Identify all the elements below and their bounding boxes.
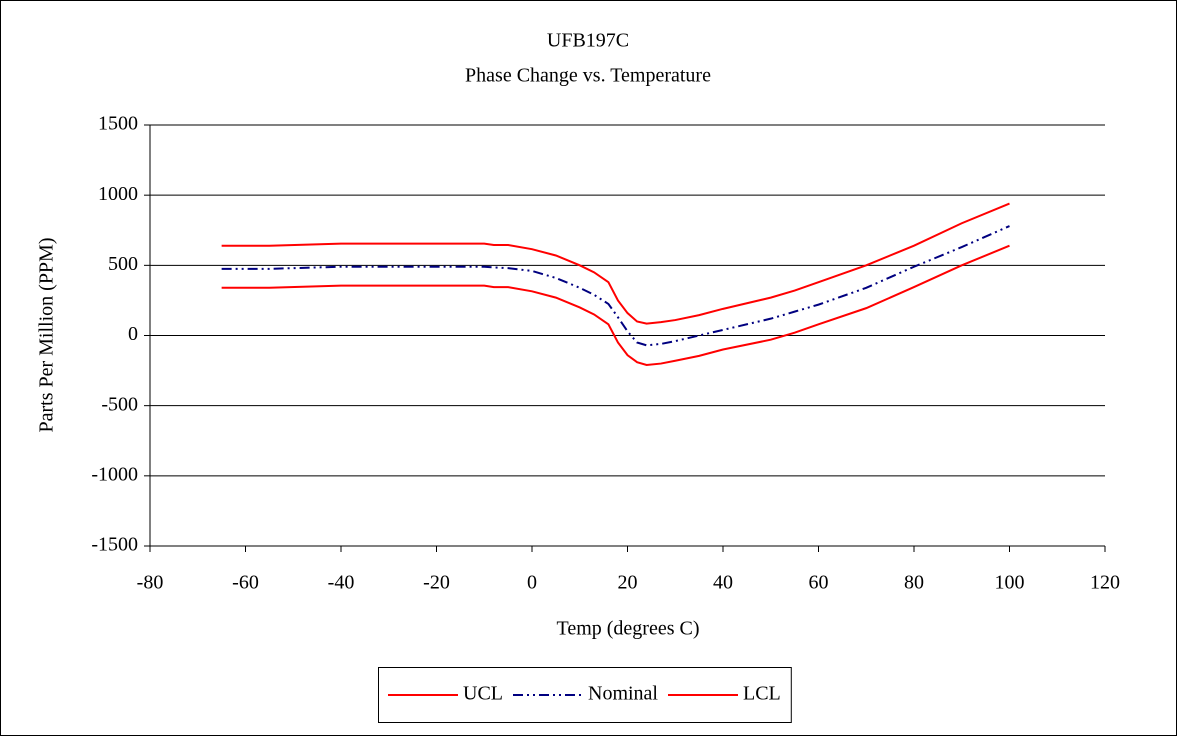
y-tick-label: 500: [108, 253, 138, 275]
chart-subtitle: Phase Change vs. Temperature: [465, 65, 711, 87]
series-line: [221, 244, 1010, 366]
y-axis-label: Parts Per Million (PPM): [36, 237, 58, 432]
series-line: [221, 202, 1010, 325]
x-tick-label: 100: [995, 572, 1025, 594]
legend-label: UCL: [463, 683, 503, 705]
series-line: [221, 225, 1010, 347]
y-tick-label: -1500: [91, 534, 138, 556]
x-tick-label: -20: [423, 572, 450, 594]
y-tick-label: -500: [101, 393, 138, 415]
chart-title: UFB197C: [547, 30, 629, 52]
x-tick-label: 40: [713, 572, 733, 594]
x-tick-label: -60: [232, 572, 259, 594]
x-tick-label: 80: [904, 572, 924, 594]
x-tick-label: 120: [1090, 572, 1120, 594]
y-tick-label: -1000: [91, 463, 138, 485]
x-tick-label: 60: [809, 572, 829, 594]
y-tick-label: 0: [128, 323, 138, 345]
x-tick-label: -40: [328, 572, 355, 594]
legend: UCL Nominal LCL: [378, 667, 792, 723]
legend-label: Nominal: [588, 683, 658, 705]
y-tick-label: 1000: [98, 183, 138, 205]
x-tick-label: 20: [618, 572, 638, 594]
legend-label: LCL: [743, 683, 781, 705]
y-tick-label: 1500: [98, 113, 138, 135]
x-axis-label: Temp (degrees C): [557, 618, 700, 640]
x-tick-label: -80: [137, 572, 164, 594]
x-tick-label: 0: [527, 572, 537, 594]
